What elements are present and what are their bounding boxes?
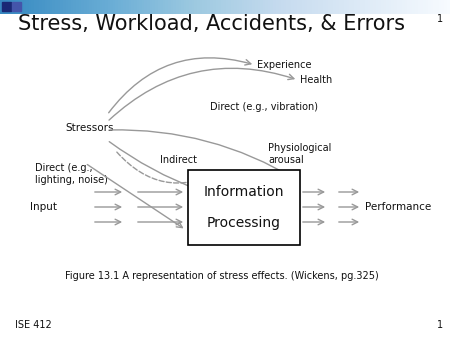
Text: ISE 412: ISE 412 — [15, 320, 52, 330]
Bar — [12, 2, 21, 11]
Text: Stress, Workload, Accidents, & Errors: Stress, Workload, Accidents, & Errors — [18, 14, 405, 34]
Text: Experience: Experience — [257, 60, 311, 70]
Text: 1: 1 — [437, 14, 443, 24]
Text: Physiological
arousal: Physiological arousal — [268, 143, 331, 165]
Text: 1: 1 — [437, 320, 443, 330]
Text: Information: Information — [204, 186, 284, 199]
Text: Health: Health — [300, 75, 332, 85]
Text: Figure 13.1 A representation of stress effects. (Wickens, pg.325): Figure 13.1 A representation of stress e… — [65, 271, 379, 281]
Bar — [2, 2, 11, 11]
Text: Input: Input — [30, 202, 57, 212]
Text: Processing: Processing — [207, 216, 281, 230]
Text: Direct (e.g.,
lighting, noise): Direct (e.g., lighting, noise) — [35, 163, 108, 185]
Text: Stressors: Stressors — [65, 123, 113, 133]
Text: Direct (e.g., vibration): Direct (e.g., vibration) — [210, 102, 318, 112]
Text: Indirect: Indirect — [160, 155, 197, 165]
Text: Performance: Performance — [365, 202, 431, 212]
Bar — [188, 170, 300, 245]
